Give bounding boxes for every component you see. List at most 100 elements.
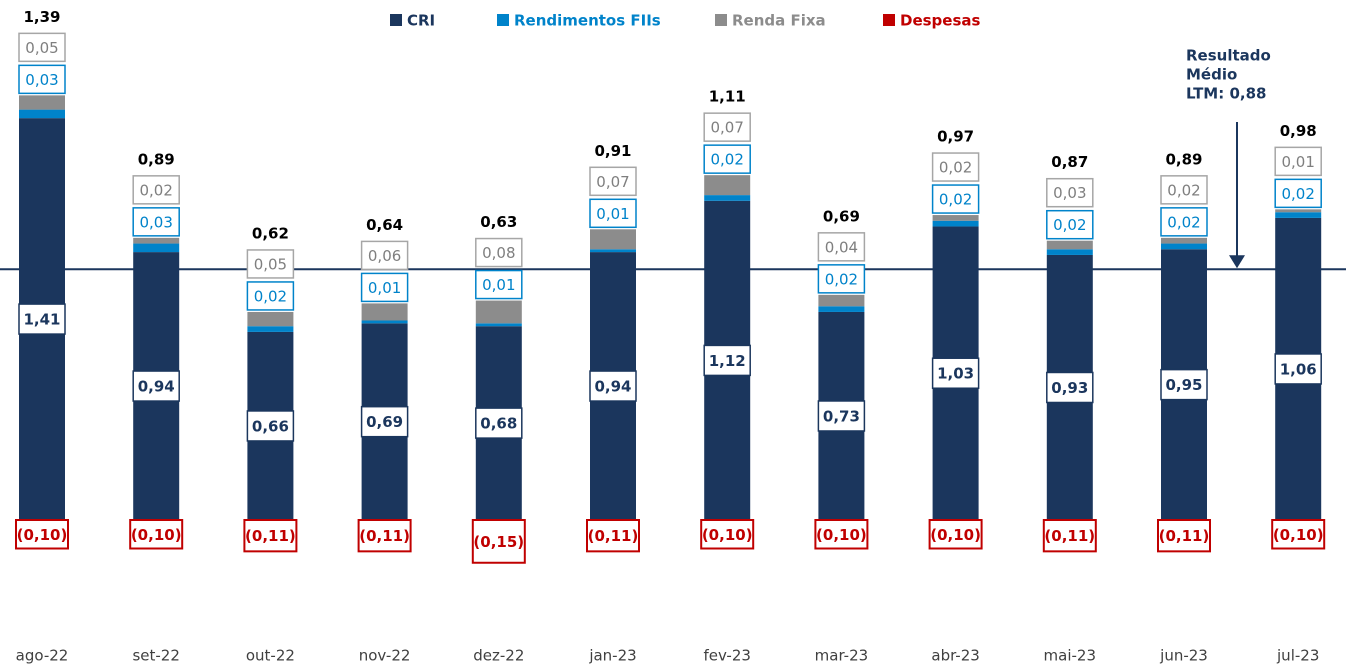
renda-fixa-label: 0,01 — [1281, 153, 1314, 171]
renda-fixa-label-box — [132, 175, 180, 205]
x-tick-label: mai-23 — [1044, 647, 1096, 665]
legend-label: Rendimentos FIIs — [514, 12, 661, 30]
renda-fixa-label-box — [589, 166, 637, 197]
despesas-label: (0,11) — [245, 527, 296, 545]
bar-renda-fixa — [19, 95, 65, 110]
bar-renda-fixa — [247, 311, 294, 327]
renda-fixa-label: 0,05 — [254, 255, 287, 273]
cri-label-box — [703, 344, 751, 377]
average-annotation: LTM: 0,88 — [1186, 85, 1266, 103]
bar-fii — [818, 306, 865, 312]
x-tick-label: mar-23 — [815, 647, 869, 665]
fii-label-box — [1274, 178, 1322, 209]
bar-fii — [1161, 243, 1207, 250]
cri-label: 0,73 — [823, 407, 860, 425]
renda-fixa-label-box — [18, 32, 66, 63]
bar-despesas — [243, 519, 298, 553]
fii-label: 0,03 — [139, 213, 172, 231]
total-label: 0,64 — [366, 216, 403, 234]
renda-fixa-label: 0,02 — [139, 181, 172, 199]
cri-label-box — [931, 357, 980, 389]
fii-label-box — [817, 264, 866, 294]
despesas-label: (0,11) — [1044, 527, 1095, 545]
cri-label: 0,66 — [252, 417, 289, 435]
x-tick-label: jul-23 — [1276, 647, 1319, 665]
bar-renda-fixa — [361, 303, 408, 321]
total-label: 0,98 — [1280, 122, 1317, 140]
renda-fixa-label-box — [475, 237, 523, 268]
renda-fixa-label-box — [360, 240, 409, 271]
fii-label: 0,03 — [25, 71, 58, 89]
cri-label-box — [817, 400, 866, 432]
fii-label-box — [475, 269, 523, 300]
fii-label: 0,02 — [939, 191, 972, 209]
bar-renda-fixa — [818, 294, 865, 307]
legend-label: Despesas — [900, 12, 981, 30]
bar-despesas — [357, 519, 412, 553]
renda-fixa-label: 0,08 — [482, 244, 515, 262]
bar-fii — [1275, 212, 1322, 218]
cri-label-box — [1160, 368, 1208, 401]
cri-label: 0,95 — [1165, 376, 1202, 394]
total-label: 0,89 — [138, 150, 175, 168]
legend-swatch — [715, 14, 727, 26]
fii-label-box — [931, 184, 980, 214]
bar-renda-fixa — [1275, 209, 1322, 213]
fii-label-box — [18, 64, 66, 95]
cri-label: 0,94 — [138, 378, 175, 396]
cri-label-box — [132, 370, 180, 402]
despesas-label: (0,10) — [17, 526, 68, 544]
cri-label-box — [18, 303, 66, 335]
renda-fixa-label-box — [246, 249, 295, 279]
bar-despesas — [586, 519, 640, 553]
bar-despesas — [928, 519, 983, 550]
bar-fii — [133, 243, 180, 253]
bar-despesas — [1042, 519, 1097, 553]
despesas-label: (0,10) — [816, 526, 867, 544]
bar-despesas — [700, 519, 755, 550]
x-tick-label: nov-22 — [359, 647, 411, 665]
x-tick-label: fev-23 — [703, 647, 750, 665]
fii-label-box — [703, 144, 751, 174]
bar-renda-fixa — [1161, 237, 1207, 244]
despesas-label: (0,15) — [473, 533, 524, 551]
bar-despesas — [471, 519, 526, 564]
cri-label-box — [1046, 371, 1094, 404]
renda-fixa-label: 0,07 — [596, 173, 629, 191]
fii-label: 0,02 — [1053, 216, 1086, 234]
bar-despesas — [814, 519, 869, 550]
fii-label: 0,02 — [1281, 185, 1314, 203]
renda-fixa-label-box — [931, 152, 980, 182]
x-tick-label: ago-22 — [16, 647, 69, 665]
fii-label-box — [246, 281, 295, 311]
renda-fixa-label: 0,06 — [368, 247, 401, 265]
bar-fii — [704, 195, 751, 201]
bar-fii — [1046, 249, 1093, 255]
bar-fii — [247, 326, 294, 332]
cri-label-box — [246, 410, 295, 442]
renda-fixa-label: 0,05 — [25, 39, 58, 57]
total-label: 1,11 — [709, 88, 746, 106]
fii-label: 0,01 — [368, 279, 401, 297]
bar-despesas — [15, 519, 69, 550]
legend-swatch — [497, 14, 509, 26]
legend-swatch — [883, 14, 895, 26]
average-annotation: Resultado — [1186, 47, 1271, 65]
cri-label: 1,03 — [937, 365, 974, 383]
total-label: 0,89 — [1165, 150, 1202, 168]
cri-label: 1,12 — [709, 352, 746, 370]
bar-fii — [590, 249, 636, 253]
fii-label-box — [132, 207, 180, 237]
cri-label-box — [589, 370, 637, 402]
x-tick-label: jun-23 — [1159, 647, 1208, 665]
renda-fixa-label-box — [703, 112, 751, 142]
bar-renda-fixa — [932, 215, 979, 221]
bar-despesas — [1271, 519, 1326, 550]
renda-fixa-label-box — [1160, 175, 1208, 205]
fii-label: 0,02 — [710, 151, 743, 169]
total-label: 0,91 — [594, 142, 631, 160]
fii-label: 0,01 — [482, 276, 515, 294]
cri-label: 0,68 — [480, 415, 517, 433]
despesas-label: (0,10) — [131, 526, 182, 544]
fii-label: 0,02 — [825, 270, 858, 288]
